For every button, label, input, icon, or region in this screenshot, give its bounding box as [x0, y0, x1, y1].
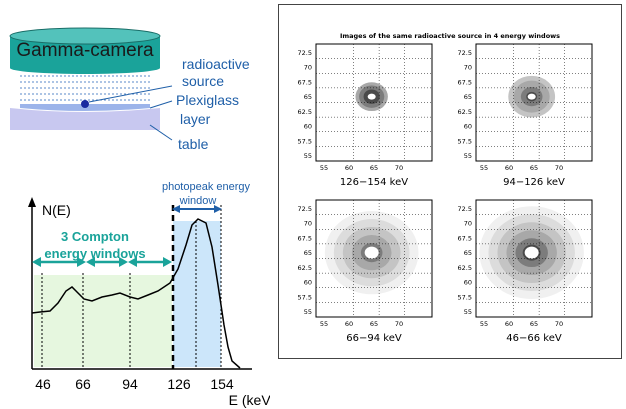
compton-arrows — [32, 257, 172, 267]
x-tick-label: 70 — [395, 320, 403, 328]
y-tick-label: 65 — [464, 249, 472, 257]
photopeak-arrow — [172, 205, 222, 213]
y-tick-label: 62.5 — [298, 108, 312, 116]
y-tick-label: 62.5 — [458, 108, 472, 116]
y-tick-label: 72.5 — [458, 49, 472, 57]
x-tick-label: 65 — [530, 320, 538, 328]
y-tick-label: 67.5 — [458, 234, 472, 242]
table-label: table — [178, 136, 209, 152]
x-tick-label: 55 — [320, 320, 328, 328]
tick-66: 66 — [75, 376, 91, 392]
energy-window-image-3: 72.5 70 67.5 65 62.5 60 57.5 55 55 60 65 70 66−94 ke… — [298, 199, 433, 344]
y-tick-label: 72.5 — [298, 205, 312, 213]
y-tick-label: 72.5 — [458, 205, 472, 213]
y-tick-label: 57.5 — [298, 137, 312, 145]
x-tick-label: 70 — [395, 164, 403, 172]
y-tick-label: 67.5 — [458, 78, 472, 86]
camera-bottom — [10, 62, 160, 74]
x-tick-label: 60 — [345, 164, 353, 172]
y-tick-label: 70 — [464, 64, 472, 72]
x-tick-label: 65 — [370, 320, 378, 328]
images-panel: Images of the same radioactive source in… — [278, 4, 622, 359]
y-tick-label: 55 — [304, 308, 312, 316]
spectrum-diagram: N(E) 3 Compton energy windows photopeak … — [28, 181, 270, 408]
y-tick-label: 60 — [304, 279, 312, 287]
image-caption: 94−126 keV — [503, 177, 565, 188]
plexi-label-1: Plexiglass — [176, 92, 239, 108]
y-tick-label: 55 — [464, 308, 472, 316]
source-label-2: source — [182, 73, 224, 89]
x-tick-label: 55 — [320, 164, 328, 172]
spectrum-ylabel: N(E) — [42, 202, 71, 218]
image-caption: 66−94 keV — [346, 333, 402, 344]
tick-94: 94 — [122, 376, 138, 392]
y-axis-arrowhead — [28, 197, 36, 207]
y-tick-label: 65 — [464, 93, 472, 101]
hot-spot — [527, 93, 536, 100]
y-tick-label: 57.5 — [458, 137, 472, 145]
energy-window-image-1: 72.5 70 67.5 65 62.5 60 57.5 55 55 60 65 70 126−154 … — [298, 43, 433, 188]
y-tick-label: 67.5 — [298, 78, 312, 86]
x-tick-label: 60 — [505, 320, 513, 328]
image-caption: 46−66 keV — [506, 333, 562, 344]
y-tick-label: 70 — [304, 64, 312, 72]
hot-spot — [367, 93, 376, 100]
spectrum-curve — [31, 218, 241, 369]
photopeak-label-1: photopeak energy — [162, 181, 251, 193]
y-tick-label: 65 — [304, 93, 312, 101]
x-tick-label: 55 — [480, 320, 488, 328]
y-tick-label: 65 — [304, 249, 312, 257]
image-plots: 72.5 70 67.5 65 62.5 60 57.5 55 55 60 65 70 126−154 … — [298, 43, 593, 344]
y-tick-label: 60 — [304, 123, 312, 131]
table-pointer-line — [149, 124, 173, 141]
y-tick-label: 55 — [304, 152, 312, 160]
energy-window-image-4: 72.5 70 67.5 65 62.5 60 57.5 55 55 60 65 70 46−66 ke… — [458, 199, 593, 344]
radioactive-source-dot — [81, 100, 89, 108]
tick-154: 154 — [210, 376, 234, 392]
compton-label-2: energy windows — [44, 246, 145, 261]
plexi-pointer-line — [149, 100, 173, 109]
source-label-1: radioactive — [182, 56, 250, 72]
x-tick-label: 65 — [370, 164, 378, 172]
hot-spot — [364, 246, 379, 259]
x-tick-label: 60 — [505, 164, 513, 172]
images-panel-title: Images of the same radioactive source in… — [340, 32, 560, 40]
y-tick-label: 55 — [464, 152, 472, 160]
y-tick-label: 72.5 — [298, 49, 312, 57]
collimator-lines — [20, 75, 150, 101]
y-tick-label: 60 — [464, 123, 472, 131]
photopeak-window-fill — [173, 221, 221, 367]
compton-label-1: 3 Compton — [61, 229, 129, 244]
x-tick-label: 55 — [480, 164, 488, 172]
spectrum-xlabel: E (keV) — [229, 392, 270, 408]
camera-label: Gamma-camera — [16, 40, 154, 61]
energy-window-image-2: 72.5 70 67.5 65 62.5 60 57.5 55 55 60 65 70 94−126 k… — [458, 43, 593, 188]
tick-126: 126 — [167, 376, 191, 392]
x-tick-label: 70 — [555, 320, 563, 328]
table-shape — [10, 108, 160, 130]
y-tick-label: 60 — [464, 279, 472, 287]
y-tick-label: 57.5 — [458, 293, 472, 301]
x-tick-label: 70 — [555, 164, 563, 172]
setup-diagram: Gamma-camera radioactive source Plexigla… — [9, 27, 250, 152]
y-tick-label: 62.5 — [298, 264, 312, 272]
source-pointer-line — [88, 85, 173, 103]
images-panel-frame — [278, 4, 622, 359]
x-tick-label: 65 — [530, 164, 538, 172]
image-caption: 126−154 keV — [340, 177, 408, 188]
y-tick-label: 67.5 — [298, 234, 312, 242]
y-tick-label: 62.5 — [458, 264, 472, 272]
photopeak-label-2: window — [179, 195, 217, 207]
compton-window-fill — [34, 275, 172, 367]
x-tick-label: 60 — [345, 320, 353, 328]
hot-spot — [524, 246, 539, 259]
compton-window-lines — [41, 273, 131, 369]
tick-46: 46 — [35, 376, 51, 392]
plexi-label-2: layer — [180, 111, 211, 127]
y-tick-label: 70 — [464, 220, 472, 228]
y-tick-label: 57.5 — [298, 293, 312, 301]
y-tick-label: 70 — [304, 220, 312, 228]
camera-top — [9, 27, 161, 45]
